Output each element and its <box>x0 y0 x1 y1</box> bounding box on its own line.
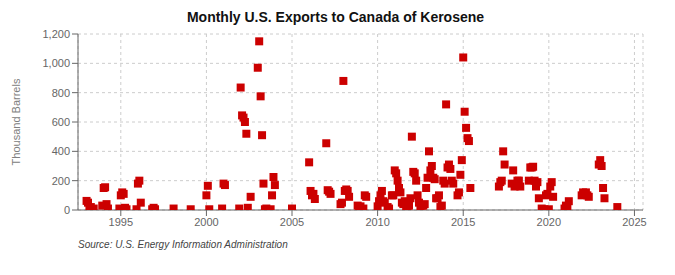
svg-text:2000: 2000 <box>194 216 218 228</box>
svg-text:2015: 2015 <box>451 216 475 228</box>
html-text:Monthly U.S. Exports to Canada: Monthly U.S. Exports to Canada of Kerose… <box>186 9 485 25</box>
svg-text:600: 600 <box>52 116 70 128</box>
svg-text:0: 0 <box>64 204 70 216</box>
svg-text:1,000: 1,000 <box>42 57 70 69</box>
svg-text:2005: 2005 <box>280 216 304 228</box>
svg-text:2020: 2020 <box>537 216 561 228</box>
svg-text:2025: 2025 <box>622 216 646 228</box>
svg-text:800: 800 <box>52 87 70 99</box>
svg-text:200: 200 <box>52 175 70 187</box>
html-text:Source: U.S. Energy Informatio: Source: U.S. Energy Information Administ… <box>78 239 288 250</box>
svg-text:1,200: 1,200 <box>42 28 70 40</box>
svg-text:400: 400 <box>52 145 70 157</box>
svg-text:1995: 1995 <box>109 216 133 228</box>
svg-text:2010: 2010 <box>365 216 389 228</box>
svg-text:Thousand Barrels: Thousand Barrels <box>10 78 22 165</box>
